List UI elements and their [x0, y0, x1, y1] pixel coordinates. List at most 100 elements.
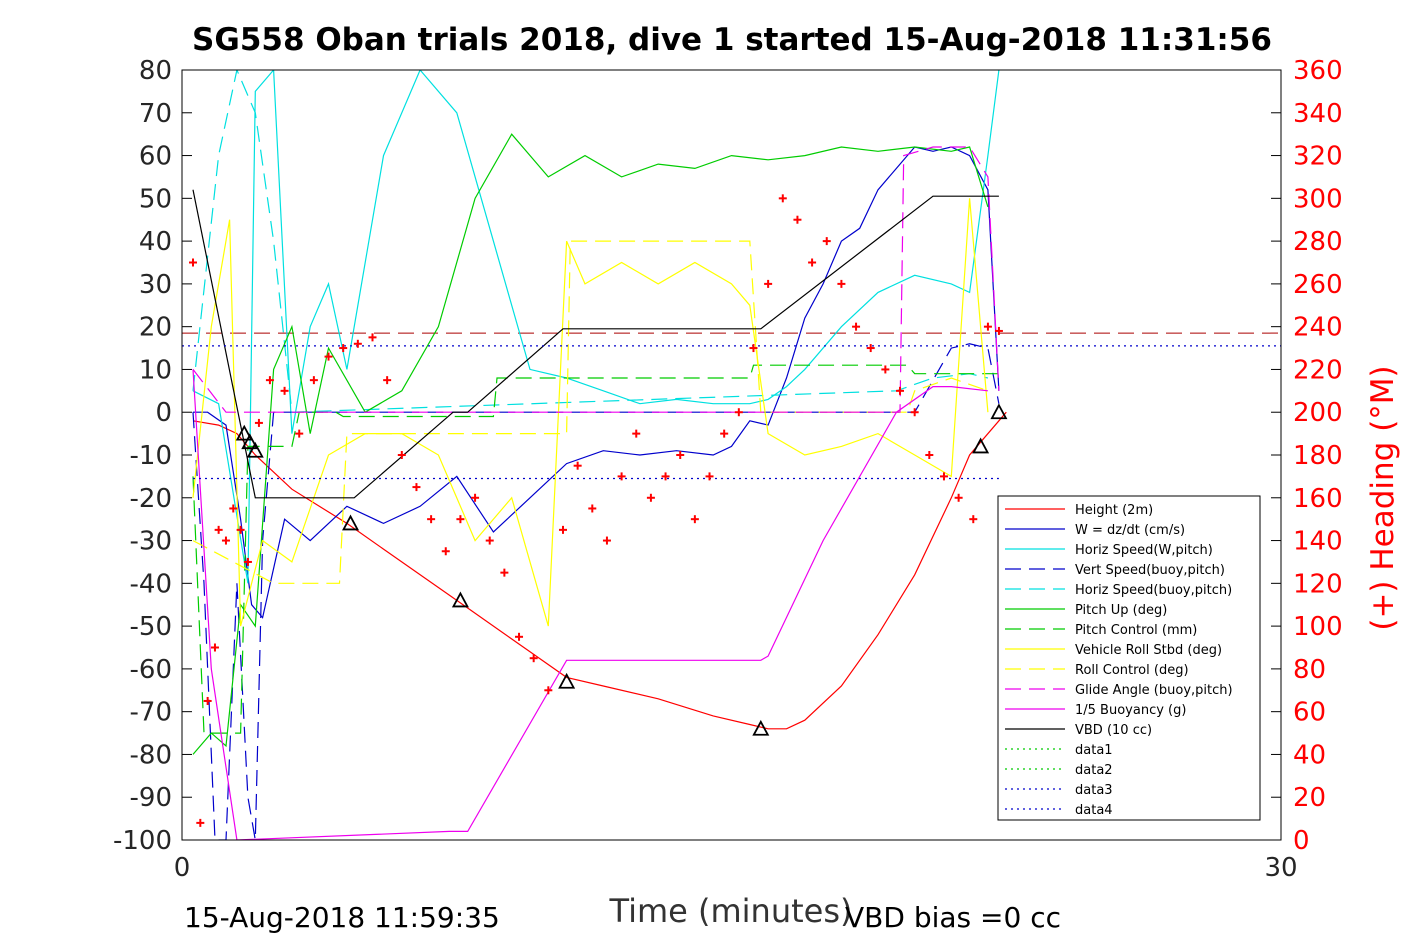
footer-vbd-bias: VBD bias =0 cc	[845, 901, 1061, 934]
heading-point	[203, 696, 212, 705]
heading-point	[471, 493, 480, 502]
right-tick-label: 160	[1293, 484, 1343, 514]
right-tick-label: 60	[1293, 698, 1326, 728]
legend-entry: Horiz Speed(buoy,pitch)	[1005, 583, 1232, 598]
legend-label: data3	[1075, 783, 1113, 798]
right-tick-label: 80	[1293, 655, 1326, 685]
heading-point	[243, 557, 252, 566]
series-line-0	[192, 411, 1007, 730]
heading-point	[412, 483, 421, 492]
right-tick-label: 220	[1293, 355, 1343, 385]
left-tick-label: 0	[155, 398, 172, 428]
legend-entry: Pitch Control (mm)	[1005, 623, 1197, 638]
x-tick-label: 30	[1264, 853, 1297, 883]
legend-label: 1/5 Buoyancy (g)	[1075, 703, 1186, 718]
heading-point	[632, 429, 641, 438]
triangle-marker	[451, 591, 469, 608]
triangle-marker	[752, 719, 770, 736]
series-line-3	[192, 343, 1000, 840]
series-line-9	[192, 146, 1000, 413]
left-tick-label: 20	[139, 313, 172, 343]
heading-point	[793, 215, 802, 224]
left-tick-label: -70	[130, 698, 172, 728]
right-tick-label: 320	[1293, 142, 1343, 172]
series-line-10	[192, 369, 988, 840]
left-tick-label: -80	[130, 740, 172, 770]
legend-entry: Roll Control (deg)	[1005, 663, 1189, 678]
chart-title: SG558 Oban trials 2018, dive 1 started 1…	[192, 22, 1272, 58]
heading-point	[196, 818, 205, 827]
heading-point	[983, 322, 992, 331]
heading-point	[881, 365, 890, 374]
triangle-marker	[235, 424, 253, 441]
heading-point	[214, 525, 223, 534]
legend-entry: Vert Speed(buoy,pitch)	[1005, 563, 1225, 578]
left-tick-label: 80	[139, 56, 172, 86]
heading-point	[441, 547, 450, 556]
heading-point	[808, 258, 817, 267]
heading-point	[280, 386, 289, 395]
heading-point	[265, 376, 274, 385]
heading-point	[427, 515, 436, 524]
left-tick-label: 30	[139, 270, 172, 300]
heading-point	[954, 493, 963, 502]
heading-point	[188, 258, 197, 267]
legend-entry: Glide Angle (buoy,pitch)	[1005, 683, 1233, 698]
heading-point	[588, 504, 597, 513]
heading-point	[368, 333, 377, 342]
legend-label: VBD (10 cc)	[1075, 723, 1152, 738]
left-tick-label: -20	[130, 484, 172, 514]
triangle-marker	[342, 514, 360, 531]
heading-point	[994, 326, 1003, 335]
heading-point	[764, 279, 773, 288]
heading-point	[339, 344, 348, 353]
series-line-7	[192, 198, 989, 627]
heading-point	[515, 632, 524, 641]
heading-point	[852, 322, 861, 331]
legend-label: Vehicle Roll Stbd (deg)	[1075, 643, 1222, 658]
left-tick-label: -90	[130, 783, 172, 813]
heading-point	[397, 451, 406, 459]
legend-label: Height (2m)	[1075, 503, 1153, 518]
right-axis: 3603403203002802602402202001801601401201…	[1293, 56, 1343, 856]
heading-point	[324, 352, 333, 361]
heading-point	[910, 408, 919, 417]
heading-point	[646, 493, 655, 502]
heading-point	[705, 472, 714, 481]
heading-point	[309, 376, 318, 385]
heading-point	[353, 339, 362, 348]
legend-entry: data4	[1005, 803, 1113, 818]
data-layer	[182, 70, 1281, 840]
right-tick-label: 140	[1293, 527, 1343, 557]
legend-label: Vert Speed(buoy,pitch)	[1075, 563, 1225, 578]
legend-label: W = dz/dt (cm/s)	[1075, 523, 1185, 538]
legend-entry: VBD (10 cc)	[1005, 723, 1152, 738]
right-tick-label: 240	[1293, 313, 1343, 343]
heading-point	[837, 279, 846, 288]
heading-point	[500, 568, 509, 577]
heading-point	[690, 515, 699, 524]
heading-point	[866, 344, 875, 353]
heading-point	[734, 408, 743, 417]
heading-point	[749, 344, 758, 353]
left-tick-label: 10	[139, 355, 172, 385]
legend: Height (2m) W = dz/dt (cm/s) Horiz Speed(W…	[997, 495, 1261, 821]
right-tick-label: 120	[1293, 569, 1343, 599]
left-tick-label: -40	[130, 569, 172, 599]
x-tick-label: 0	[174, 853, 191, 883]
series-line-11	[192, 189, 999, 499]
legend-entry: Pitch Up (deg)	[1005, 603, 1167, 618]
right-tick-label: 280	[1293, 227, 1343, 257]
right-tick-label: 260	[1293, 270, 1343, 300]
left-tick-label: -60	[130, 655, 172, 685]
heading-point	[661, 472, 670, 481]
heading-point	[822, 237, 831, 246]
left-tick-label: -10	[130, 441, 172, 471]
heading-point	[720, 429, 729, 438]
heading-point	[969, 515, 978, 524]
legend-label: Roll Control (deg)	[1075, 663, 1189, 678]
heading-point	[778, 194, 787, 203]
legend-label: data1	[1075, 743, 1113, 758]
legend-entry: Vehicle Roll Stbd (deg)	[1005, 643, 1222, 658]
